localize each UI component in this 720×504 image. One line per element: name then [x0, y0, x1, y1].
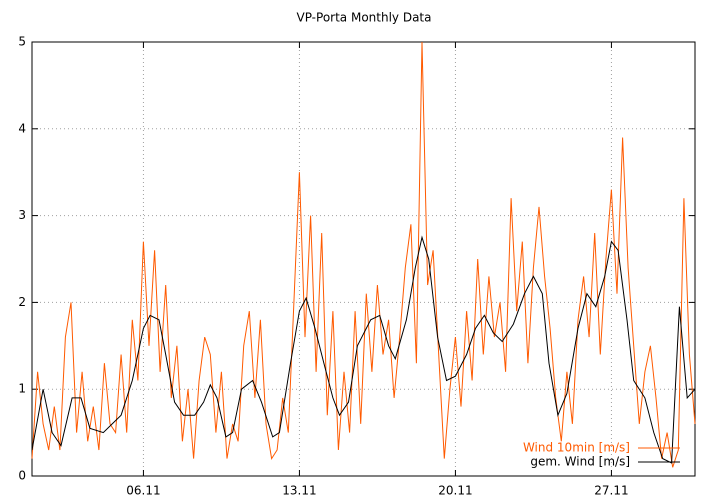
y-tick-label: 5 [18, 35, 26, 49]
x-tick-label: 27.11 [594, 484, 628, 498]
legend-label: gem. Wind [m/s] [530, 455, 630, 469]
chart-title: VP-Porta Monthly Data [297, 11, 432, 25]
x-tick-label: 20.11 [438, 484, 472, 498]
x-tick-label: 13.11 [282, 484, 316, 498]
y-tick-label: 4 [18, 121, 26, 135]
x-tick-label: 06.11 [126, 484, 160, 498]
y-tick-label: 2 [18, 295, 26, 309]
plot-frame [31, 41, 696, 477]
y-tick-label: 0 [18, 469, 26, 483]
y-tick-label: 3 [18, 208, 26, 222]
series-line [31, 41, 696, 468]
series-line [31, 235, 696, 464]
y-tick-label: 1 [18, 382, 26, 396]
legend-label: Wind 10min [m/s] [523, 441, 630, 455]
